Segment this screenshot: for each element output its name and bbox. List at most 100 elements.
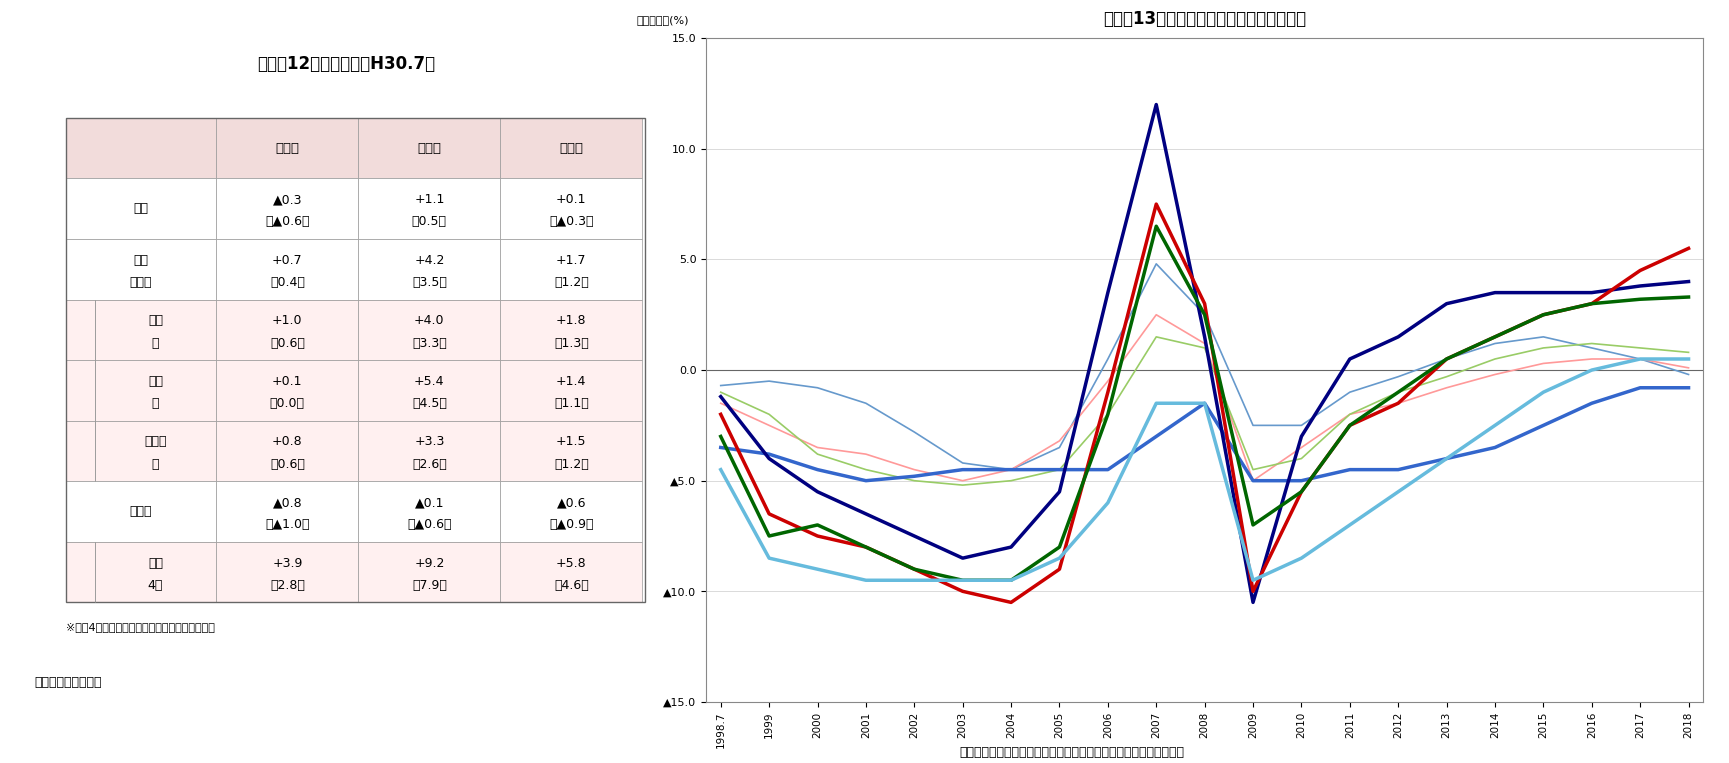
Text: ▲0.1: ▲0.1	[415, 496, 444, 509]
Text: 都市圏: 都市圏	[130, 276, 152, 289]
Text: 全国: 全国	[133, 202, 149, 215]
Text: +1.0: +1.0	[271, 314, 303, 327]
Text: （0.4）: （0.4）	[270, 276, 304, 289]
Text: （1.1）: （1.1）	[553, 398, 588, 410]
Bar	[95, 360, 216, 420]
Text: （0.6）: （0.6）	[270, 336, 304, 349]
Text: （0.5）: （0.5）	[412, 215, 446, 228]
Bar	[358, 542, 500, 603]
Bar	[95, 300, 216, 360]
Bar	[66, 542, 95, 603]
Text: +1.4: +1.4	[557, 375, 586, 388]
Bar	[66, 300, 95, 360]
Bar	[216, 179, 358, 239]
Bar	[500, 360, 641, 420]
Text: （1.2）: （1.2）	[553, 276, 588, 289]
Text: +5.4: +5.4	[413, 375, 444, 388]
Text: （3.3）: （3.3）	[412, 336, 446, 349]
Text: ▲0.3: ▲0.3	[273, 193, 303, 206]
Bar	[358, 118, 500, 179]
Bar	[358, 481, 500, 542]
Text: （▲0.3）: （▲0.3）	[550, 215, 593, 228]
Title: 図表－13　基準地価の推移（三大都市圏）: 図表－13 基準地価の推移（三大都市圏）	[1103, 10, 1305, 28]
Text: ▲0.6: ▲0.6	[557, 496, 586, 509]
Bar	[500, 481, 641, 542]
Bar	[500, 300, 641, 360]
Bar	[500, 420, 641, 481]
Bar	[66, 118, 645, 603]
Bar	[66, 179, 216, 239]
Bar	[358, 300, 500, 360]
Text: 圏: 圏	[152, 398, 159, 410]
Text: （4.6）: （4.6）	[553, 579, 588, 592]
Text: +0.1: +0.1	[271, 375, 303, 388]
Text: （0.6）: （0.6）	[270, 458, 304, 471]
Text: +0.1: +0.1	[557, 193, 586, 206]
Text: +4.0: +4.0	[413, 314, 444, 327]
Text: （出所）国土交通省: （出所）国土交通省	[35, 676, 102, 689]
Text: 住宅地: 住宅地	[275, 142, 299, 155]
Text: 図表－12　基準地価（H30.7）: 図表－12 基準地価（H30.7）	[258, 55, 436, 72]
Bar	[500, 118, 641, 179]
Text: +4.2: +4.2	[415, 253, 444, 266]
Text: +5.8: +5.8	[557, 556, 586, 569]
Text: （出所）国土交通省の公表データをもとにニッセイ基礎研究所作成: （出所）国土交通省の公表データをもとにニッセイ基礎研究所作成	[960, 746, 1184, 759]
Text: +0.7: +0.7	[271, 253, 303, 266]
Text: ※地方4市（札幌市、仙台市、広島市、福岡市）: ※地方4市（札幌市、仙台市、広島市、福岡市）	[66, 623, 214, 633]
Text: 名古屋: 名古屋	[144, 436, 166, 449]
Text: （4.5）: （4.5）	[412, 398, 446, 410]
Bar	[216, 239, 358, 300]
Text: 三大: 三大	[133, 253, 149, 266]
Text: （2.8）: （2.8）	[270, 579, 304, 592]
Text: （1.3）: （1.3）	[553, 336, 588, 349]
Text: （3.5）: （3.5）	[412, 276, 446, 289]
Bar	[216, 542, 358, 603]
Text: （▲0.6）: （▲0.6）	[265, 215, 309, 228]
Text: 年間変動率(%): 年間変動率(%)	[636, 14, 688, 25]
Bar	[358, 360, 500, 420]
Text: （2.6）: （2.6）	[412, 458, 446, 471]
Text: 大阪: 大阪	[149, 375, 163, 388]
Bar	[500, 179, 641, 239]
Bar	[95, 542, 216, 603]
Text: （▲0.6）: （▲0.6）	[406, 518, 451, 531]
Text: （7.9）: （7.9）	[412, 579, 446, 592]
Bar	[358, 239, 500, 300]
Bar	[216, 118, 358, 179]
Text: 商業地: 商業地	[417, 142, 441, 155]
Bar	[358, 420, 500, 481]
Bar	[358, 179, 500, 239]
Text: +0.8: +0.8	[271, 436, 303, 449]
Text: 地方: 地方	[149, 556, 163, 569]
Text: +1.8: +1.8	[557, 314, 586, 327]
Text: +1.5: +1.5	[557, 436, 586, 449]
Text: 東京: 東京	[149, 314, 163, 327]
Text: +3.3: +3.3	[415, 436, 444, 449]
Bar	[66, 118, 216, 179]
Text: 圏: 圏	[152, 336, 159, 349]
Text: +3.9: +3.9	[271, 556, 303, 569]
Bar	[66, 239, 216, 300]
Bar	[95, 420, 216, 481]
Bar	[216, 360, 358, 420]
Text: +1.7: +1.7	[557, 253, 586, 266]
Bar	[66, 481, 216, 542]
Bar	[216, 481, 358, 542]
Text: 4市: 4市	[149, 579, 163, 592]
Text: +1.1: +1.1	[415, 193, 444, 206]
Bar	[216, 300, 358, 360]
Text: （▲0.9）: （▲0.9）	[550, 518, 593, 531]
Bar	[500, 542, 641, 603]
Bar	[216, 420, 358, 481]
Text: （▲1.0）: （▲1.0）	[265, 518, 309, 531]
Bar	[66, 420, 95, 481]
Text: 地方圏: 地方圏	[130, 505, 152, 518]
Text: （0.0）: （0.0）	[270, 398, 304, 410]
Text: （1.2）: （1.2）	[553, 458, 588, 471]
Text: ▲0.8: ▲0.8	[273, 496, 303, 509]
Bar	[66, 360, 95, 420]
Text: 圏: 圏	[152, 458, 159, 471]
Bar	[500, 239, 641, 300]
Text: +9.2: +9.2	[415, 556, 444, 569]
Text: 全用途: 全用途	[558, 142, 583, 155]
